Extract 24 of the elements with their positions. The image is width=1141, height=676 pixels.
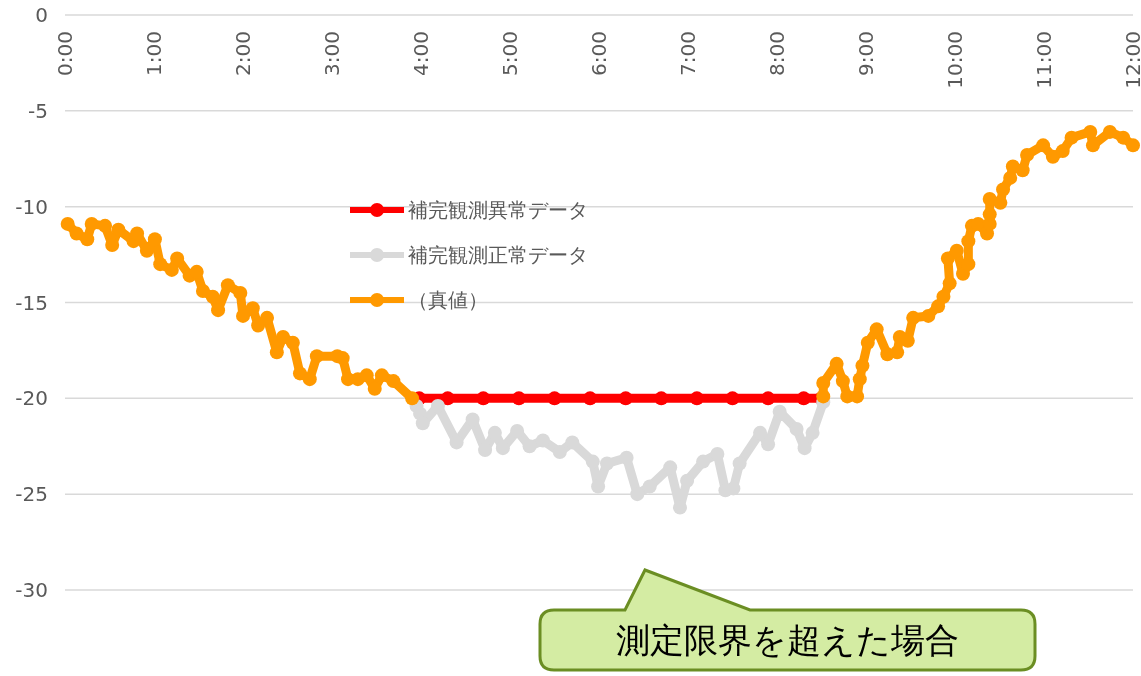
x-tick-label: 7:00 bbox=[676, 31, 700, 76]
y-tick-label: -30 bbox=[15, 578, 48, 602]
x-tick-label: 1:00 bbox=[142, 31, 166, 76]
x-tick-label: 5:00 bbox=[498, 31, 522, 76]
x-tick-label: 8:00 bbox=[765, 31, 789, 76]
legend-label: 補完観測異常データ bbox=[408, 198, 588, 222]
x-tick-label: 3:00 bbox=[320, 31, 344, 76]
x-tick-label: 6:00 bbox=[587, 31, 611, 76]
x-tick-label: 10:00 bbox=[943, 31, 967, 89]
y-tick-label: -15 bbox=[15, 290, 48, 315]
y-tick-label: -25 bbox=[15, 482, 48, 507]
x-tick-label: 9:00 bbox=[854, 31, 878, 76]
y-tick-label: 0 bbox=[35, 3, 48, 27]
x-tick-label: 4:00 bbox=[409, 31, 433, 76]
legend-label: 補完観測正常データ bbox=[408, 243, 588, 267]
x-tick-label: 11:00 bbox=[1032, 31, 1056, 89]
y-tick-label: -5 bbox=[28, 98, 48, 123]
x-tick-label: 2:00 bbox=[231, 31, 255, 76]
y-tick-label: -10 bbox=[15, 194, 48, 219]
y-tick-label: -20 bbox=[15, 386, 48, 411]
x-tick-label: 0:00 bbox=[53, 31, 77, 76]
text: 測定限界を超えた場合 bbox=[616, 620, 959, 660]
x-tick-label: 12:00 bbox=[1121, 31, 1141, 89]
legend-label: （真値） bbox=[408, 288, 488, 312]
